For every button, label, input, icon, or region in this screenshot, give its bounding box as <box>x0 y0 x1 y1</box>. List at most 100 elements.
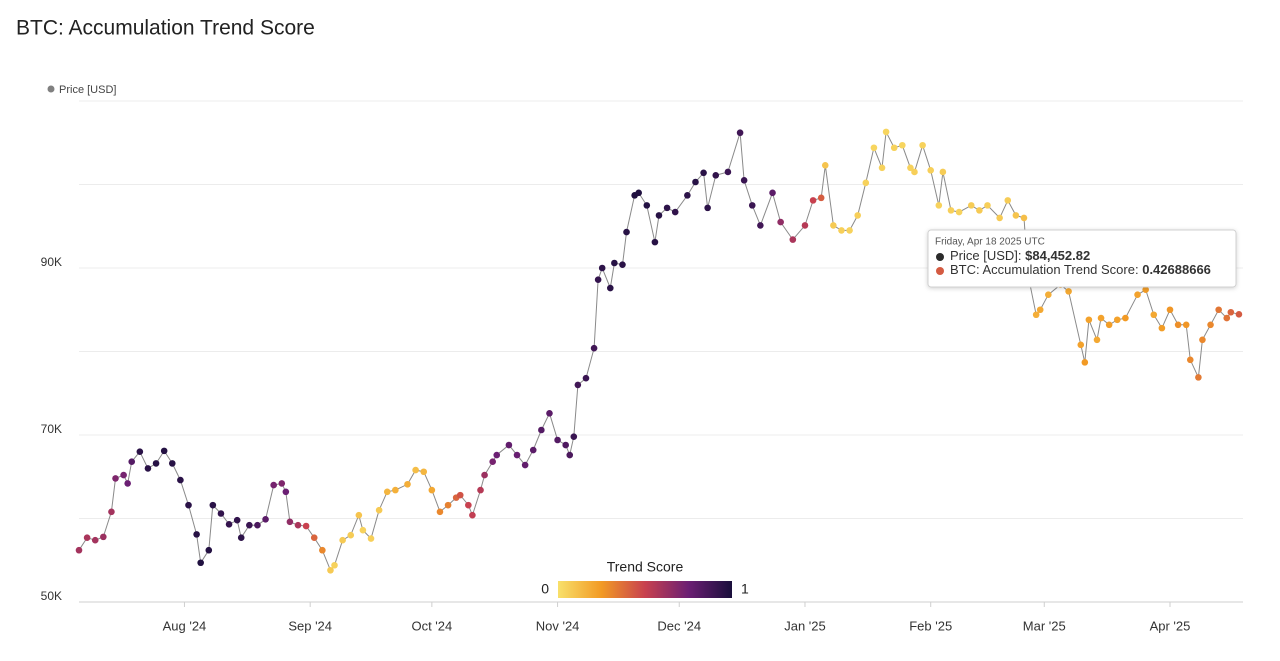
price-point <box>1077 341 1085 349</box>
price-point <box>185 501 192 509</box>
price-point <box>582 374 590 382</box>
price-point <box>1186 356 1194 364</box>
price-point <box>294 521 302 529</box>
price-point <box>769 189 776 197</box>
price-point <box>870 144 878 152</box>
price-point <box>1227 308 1235 316</box>
price-point <box>75 546 83 554</box>
price-point <box>513 451 521 459</box>
price-point <box>821 161 829 169</box>
price-point <box>1065 288 1072 295</box>
price-point <box>1097 314 1105 322</box>
price-point <box>538 426 545 434</box>
price-point <box>193 531 200 538</box>
tooltip-title: Friday, Apr 18 2025 UTC <box>935 237 1045 248</box>
price-point <box>598 264 606 272</box>
x-tick-label: Mar '25 <box>1023 618 1066 633</box>
price-point <box>911 168 918 176</box>
price-point <box>152 460 160 467</box>
price-point <box>412 466 419 474</box>
y-tick-label: 50K <box>41 589 62 603</box>
price-point <box>420 468 428 476</box>
price-point <box>546 409 553 417</box>
price-point <box>100 533 107 541</box>
price-point <box>1045 291 1052 299</box>
x-tick-label: Aug '24 <box>163 618 207 633</box>
price-point <box>635 189 642 197</box>
colorbar-tick-label: 1 <box>741 581 749 597</box>
plot <box>75 128 1243 574</box>
price-point <box>611 259 618 267</box>
x-tick-label: Dec '24 <box>657 618 701 633</box>
x-tick-label: Feb '25 <box>909 618 952 633</box>
price-point <box>619 261 626 268</box>
price-point <box>1166 306 1174 314</box>
price-point <box>899 141 906 149</box>
price-point <box>736 129 744 137</box>
x-tick-label: Oct '24 <box>411 618 452 633</box>
price-point <box>700 169 707 177</box>
price-point <box>935 202 943 209</box>
price-point <box>757 222 764 229</box>
price-point <box>1032 311 1040 319</box>
price-point <box>1215 306 1222 314</box>
price-point <box>144 465 152 472</box>
price-point <box>319 546 326 554</box>
price-point <box>554 436 561 444</box>
price-point <box>984 202 991 209</box>
price-point <box>310 534 318 542</box>
price-point <box>955 208 963 216</box>
price-point <box>428 486 436 494</box>
price-point <box>120 471 127 479</box>
price-point <box>444 501 452 509</box>
price-point <box>1020 214 1028 222</box>
price-point <box>355 511 363 519</box>
price-point <box>566 451 574 459</box>
price-point <box>160 447 168 455</box>
price-point <box>643 202 651 209</box>
price-point <box>878 164 886 172</box>
price-point <box>489 458 496 466</box>
legend-label[interactable]: Price [USD] <box>59 84 116 96</box>
price-point <box>862 179 870 187</box>
price-point <box>789 236 797 243</box>
price-point <box>209 501 217 509</box>
price-point <box>168 460 176 467</box>
price-point <box>83 534 91 542</box>
price-point <box>574 381 582 389</box>
price-point <box>1004 197 1012 204</box>
price-point <box>359 526 367 534</box>
legend-marker <box>47 85 55 93</box>
x-tick-label: Jan '25 <box>784 618 826 633</box>
price-point <box>270 481 277 489</box>
price-point <box>712 172 720 179</box>
price-point <box>108 508 115 516</box>
price-point <box>1134 291 1141 299</box>
price-point <box>225 521 233 528</box>
price-point <box>939 168 947 176</box>
tooltip-marker <box>936 267 944 275</box>
y-tick-label: 90K <box>41 255 62 269</box>
price-point <box>136 448 144 456</box>
price-point <box>233 516 241 524</box>
price-point <box>692 178 699 186</box>
price-point <box>278 480 286 487</box>
price-point <box>1113 316 1121 324</box>
price-point <box>623 228 630 236</box>
price-point <box>493 451 501 459</box>
price-point <box>740 177 748 184</box>
price-point <box>1105 321 1113 329</box>
price-point <box>1174 321 1182 329</box>
y-tick-label: 70K <box>41 422 62 436</box>
price-point <box>254 521 261 529</box>
tooltip-label: Price [USD]: <box>950 248 1022 263</box>
chart-title: BTC: Accumulation Trend Score <box>16 17 315 40</box>
price-point <box>724 168 732 176</box>
price-point <box>327 566 334 574</box>
tooltip-value: 0.42688666 <box>1142 262 1211 277</box>
tooltip-marker <box>936 253 944 261</box>
price-point <box>854 212 862 219</box>
price-point <box>996 214 1003 222</box>
